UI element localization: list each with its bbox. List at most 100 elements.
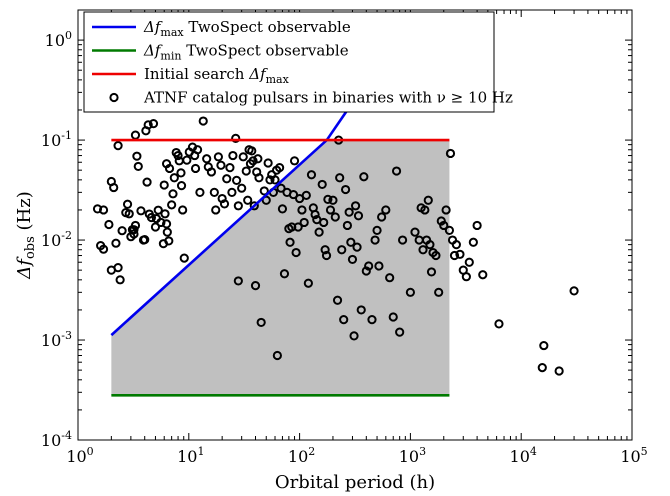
data-point (464, 257, 474, 267)
data-point (330, 212, 340, 222)
y-tick-label: 10-3 (41, 329, 72, 350)
data-point (241, 166, 251, 176)
data-point (340, 184, 351, 195)
data-point (337, 245, 347, 255)
data-point (472, 220, 482, 231)
data-point (150, 222, 161, 232)
data-point (332, 295, 343, 305)
data-point (344, 207, 354, 217)
data-point (132, 151, 142, 161)
data-point (554, 366, 564, 376)
data-point (410, 227, 420, 237)
data-point (140, 235, 150, 245)
data-point (225, 163, 235, 173)
data-point (136, 206, 146, 216)
data-point (350, 201, 361, 211)
data-point (143, 120, 153, 130)
data-point (397, 235, 408, 245)
data-point (270, 175, 280, 185)
data-point (323, 194, 333, 204)
legend-label-init: Initial search Δfmax (144, 65, 290, 86)
data-point (339, 315, 349, 325)
data-point (317, 179, 327, 190)
data-point (164, 163, 175, 174)
data-point (405, 287, 415, 297)
data-point (160, 209, 170, 219)
data-point (261, 195, 271, 205)
data-point (148, 119, 159, 129)
data-point (385, 273, 395, 283)
data-point (325, 205, 336, 215)
data-point (276, 183, 286, 193)
data-point (468, 237, 478, 247)
data-point (569, 286, 579, 296)
data-point (162, 227, 172, 237)
data-point (98, 205, 109, 215)
data-point (272, 350, 282, 361)
series-line (110, 139, 328, 337)
data-point (198, 116, 208, 126)
data-point (168, 189, 178, 199)
y-tick-label: 10-1 (41, 129, 72, 150)
data-point (395, 327, 405, 337)
data-point (190, 163, 201, 174)
data-point (320, 245, 330, 255)
data-point (285, 237, 295, 247)
y-tick-label: 10-4 (41, 429, 72, 450)
data-point (425, 240, 435, 250)
data-point (449, 250, 460, 261)
data-point (346, 237, 356, 247)
data-point (161, 219, 172, 229)
data-point (439, 220, 449, 231)
data-point (250, 281, 261, 291)
data-point (233, 201, 243, 211)
data-point (328, 195, 338, 205)
data-point (310, 209, 320, 220)
data-point (129, 225, 139, 235)
data-point (319, 217, 329, 228)
data-point (202, 154, 212, 164)
data-point (159, 180, 169, 190)
x-tick-label: 101 (177, 445, 204, 466)
data-point (299, 217, 309, 228)
data-point (115, 275, 125, 285)
data-point (349, 331, 359, 341)
data-point (173, 150, 183, 161)
data-point (238, 152, 248, 162)
data-point (182, 155, 192, 165)
data-point (156, 217, 166, 228)
data-point (111, 238, 121, 248)
data-point (275, 163, 285, 173)
data-point (167, 200, 177, 210)
x-tick-label: 104 (510, 445, 537, 466)
data-point (179, 253, 189, 263)
data-point (130, 220, 141, 231)
legend: Δfmax TwoSpect observable Δfmin TwoSpect … (83, 11, 513, 113)
data-point (301, 190, 311, 200)
data-point (209, 187, 219, 197)
data-point (253, 154, 263, 164)
data-point (426, 267, 437, 277)
data-point (256, 317, 266, 328)
x-tick-label: 105 (620, 445, 647, 466)
data-point (374, 261, 384, 271)
search-region (111, 140, 450, 396)
data-point (279, 269, 290, 279)
data-point (335, 173, 345, 183)
data-point (478, 270, 488, 280)
data-point (277, 204, 288, 214)
data-point (321, 250, 332, 261)
data-point (169, 173, 179, 183)
data-point (98, 244, 109, 254)
plot-clip-group (92, 109, 579, 397)
data-point (352, 242, 362, 252)
data-point (303, 278, 313, 288)
x-tick-label: 102 (288, 445, 315, 466)
data-point (104, 219, 114, 230)
data-point (249, 201, 259, 211)
data-point (92, 204, 103, 214)
data-point (388, 312, 398, 322)
data-point (364, 261, 374, 271)
data-point (423, 195, 433, 205)
axis-labels: 100 101 102 103 104 105 10-4 10-3 10-2 10-1 100 Orb… (14, 29, 648, 493)
